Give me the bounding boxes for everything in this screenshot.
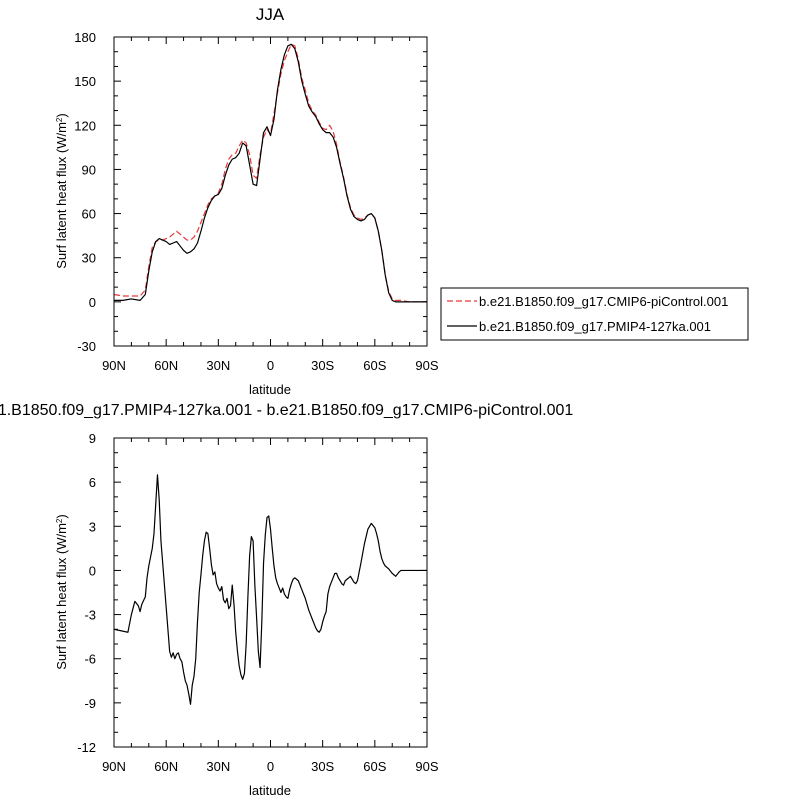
x-tick-label: 90S xyxy=(415,358,438,373)
legend-label-127ka: b.e21.B1850.f09_g17.PMIP4-127ka.001 xyxy=(479,319,711,334)
top-panel-series xyxy=(113,43,427,303)
y-tick-label: 60 xyxy=(82,207,96,222)
y-tick-label: -6 xyxy=(84,652,96,667)
legend-box xyxy=(440,287,749,341)
x-tick-label: 60S xyxy=(363,358,386,373)
y-tick-label: -12 xyxy=(77,740,96,755)
y-tick-label: 9 xyxy=(89,431,96,446)
bottom-panel-y-axis-label: Surf latent heat flux (W/m2) xyxy=(54,514,69,669)
top-panel-title: JJA xyxy=(256,5,285,24)
top-panel-y-axis-label: Surf latent heat flux (W/m2) xyxy=(54,113,69,268)
bottom-panel-x-tick-labels: 90N 60N 30N 0 30S 60S 90S xyxy=(102,759,439,774)
y-tick-label: 150 xyxy=(74,74,96,89)
top-panel-y-axis-label-sup: 2 xyxy=(55,117,64,122)
x-tick-label: 30N xyxy=(206,358,230,373)
y-tick-label: 3 xyxy=(89,519,96,534)
x-tick-label: 30N xyxy=(206,759,230,774)
x-tick-label: 60N xyxy=(154,358,178,373)
series-line-1 xyxy=(114,43,427,303)
y-tick-label: 0 xyxy=(89,295,96,310)
bottom-panel: b.e21.B1850.f09_g17.PMIP4-127ka.001 - b.… xyxy=(0,402,573,798)
bottom-panel-ticks xyxy=(113,437,428,748)
x-tick-label: 60S xyxy=(363,759,386,774)
x-tick-label: 90N xyxy=(102,759,126,774)
top-panel-y-axis-label-main: Surf latent heat flux (W/m xyxy=(54,122,69,269)
x-tick-label: 60N xyxy=(154,759,178,774)
y-tick-label: 6 xyxy=(89,475,96,490)
x-tick-label: 0 xyxy=(267,358,274,373)
bottom-panel-series xyxy=(113,474,427,705)
x-tick-label: 90S xyxy=(415,759,438,774)
y-tick-label: -3 xyxy=(84,608,96,623)
top-panel-x-axis-label: latitude xyxy=(249,382,291,397)
y-tick-label: -30 xyxy=(77,339,96,354)
legend: b.e21.B1850.f09_g17.CMIP6-piControl.001 … xyxy=(440,287,749,341)
y-tick-label: -9 xyxy=(84,696,96,711)
x-tick-label: 90N xyxy=(102,358,126,373)
bottom-panel-frame xyxy=(113,437,428,748)
bottom-panel-y-tick-labels: -12 -9 -6 -3 0 3 6 9 xyxy=(77,431,96,755)
top-panel-y-tick-labels: -30 0 30 60 90 120 150 180 xyxy=(74,30,96,354)
x-tick-label: 30S xyxy=(311,358,334,373)
legend-label-control: b.e21.B1850.f09_g17.CMIP6-piControl.001 xyxy=(479,294,728,309)
y-tick-label: 90 xyxy=(82,162,96,177)
top-panel-x-tick-labels: 90N 60N 30N 0 30S 60S 90S xyxy=(102,358,439,373)
y-tick-label: 180 xyxy=(74,30,96,45)
bottom-panel-y-axis-label-close: ) xyxy=(54,514,69,518)
x-tick-label: 0 xyxy=(267,759,274,774)
top-panel-ticks xyxy=(113,36,428,347)
y-tick-label: 30 xyxy=(82,251,96,266)
x-tick-label: 30S xyxy=(311,759,334,774)
bottom-panel-title: b.e21.B1850.f09_g17.PMIP4-127ka.001 - b.… xyxy=(0,402,573,419)
bottom-panel-y-axis-label-sup: 2 xyxy=(55,518,64,523)
bottom-panel-x-axis-label: latitude xyxy=(249,783,291,798)
y-tick-label: 0 xyxy=(89,563,96,578)
series-line-0 xyxy=(113,474,427,705)
top-panel-frame xyxy=(113,36,428,347)
top-panel: JJA 90N 60N 30N 0 30S 60S 90S -30 0 30 60 90 120 150… xyxy=(54,5,439,397)
bottom-panel-y-axis-label-main: Surf latent heat flux (W/m xyxy=(54,523,69,670)
y-tick-label: 120 xyxy=(74,118,96,133)
series-line-0 xyxy=(113,43,427,303)
top-panel-y-axis-label-close: ) xyxy=(54,113,69,117)
